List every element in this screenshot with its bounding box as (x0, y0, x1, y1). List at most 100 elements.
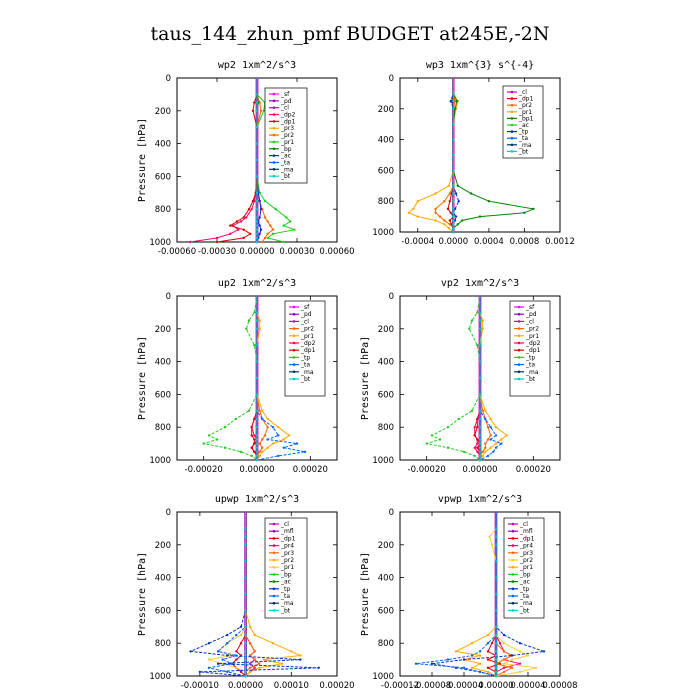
y-axis-label: Pressure [hPa] (137, 336, 148, 420)
legend-marker (511, 529, 515, 533)
data-point-bt (494, 560, 498, 563)
data-point-bt (452, 184, 455, 187)
data-point-tp (453, 207, 457, 211)
series-line-dp1 (216, 78, 258, 243)
x-tick-label: 0.00000 (239, 247, 274, 257)
data-point-dp2 (253, 434, 256, 437)
legend-label: _ta (280, 593, 290, 600)
data-point-ta (478, 650, 482, 653)
data-point-ta (235, 654, 238, 657)
data-point-ta (277, 434, 280, 437)
y-axis-label: Pressure [hPa] (137, 552, 148, 636)
data-point-bt (244, 666, 247, 669)
legend-label: _cl (518, 89, 527, 96)
data-point-pr1 (447, 227, 451, 230)
legend-label: _pr2 (518, 102, 532, 109)
data-point-dp1 (235, 650, 238, 653)
data-point-tp (462, 658, 466, 661)
data-point-dp1 (448, 219, 451, 222)
legend-marker (272, 174, 276, 178)
data-point-pr2 (248, 670, 252, 674)
data-point-tp (207, 434, 211, 437)
legend-marker (511, 587, 515, 591)
data-point-bt (494, 666, 498, 669)
data-point-ta (261, 417, 264, 421)
data-point-pr4 (502, 666, 506, 669)
data-point-pr2 (502, 642, 506, 645)
data-point-bt (255, 101, 259, 104)
x-tick-label: 0.0000 (438, 237, 468, 247)
data-point-ta (494, 434, 498, 437)
data-point-pr2 (490, 543, 494, 546)
data-point-ta (230, 662, 234, 665)
data-point-bp1 (453, 107, 457, 111)
x-tick-label: 0.0012 (545, 237, 575, 247)
data-point-bt (255, 216, 259, 219)
data-point-dp1 (253, 438, 256, 441)
x-tick-label: 0.00020 (516, 465, 551, 475)
legend-label: _bt (280, 173, 291, 180)
data-point-pr1 (454, 650, 458, 653)
data-point-pr4 (518, 662, 522, 665)
x-tick-label: -0.00008 (413, 681, 451, 691)
data-point-pr3 (253, 650, 256, 653)
y-tick-label: 1000 (372, 456, 394, 466)
legend-marker (292, 312, 296, 316)
data-point-ac (258, 199, 261, 203)
legend-marker (292, 334, 296, 338)
data-point-pr1 (263, 199, 267, 203)
data-point-ta (216, 650, 220, 653)
data-point-pr1 (258, 319, 261, 322)
data-point-dp1 (476, 417, 479, 421)
data-point-tp (245, 327, 248, 330)
legend-label: _ma (518, 142, 532, 149)
data-point-bt (255, 191, 259, 194)
data-point-tp (299, 658, 302, 661)
data-point-pr3 (502, 670, 506, 674)
y-tick-label: 0 (389, 74, 394, 84)
data-point-tp (198, 670, 202, 674)
x-tick-label: 0.00010 (274, 681, 309, 691)
data-point-bt (255, 446, 259, 449)
legend-marker (510, 103, 514, 107)
legend-label: _tp (525, 354, 535, 361)
data-point-pr1 (500, 438, 503, 441)
series-line-ta (256, 296, 306, 461)
data-point-bt (255, 220, 259, 223)
legend-marker (292, 320, 296, 323)
legend-label: _ma (300, 369, 314, 376)
legend-marker (292, 370, 296, 374)
plot-frame (399, 511, 561, 677)
legend-marker (510, 110, 514, 114)
x-tick-label: 0.0008 (510, 237, 540, 247)
data-point-bt (255, 376, 259, 380)
data-point-ta (266, 438, 269, 441)
series-line-pr1 (407, 78, 459, 233)
data-point-dp1 (251, 109, 255, 113)
data-point-tp (430, 662, 434, 665)
data-point-pr1 (481, 454, 484, 458)
data-point-pr2 (280, 662, 284, 665)
data-point-bt (244, 670, 247, 674)
data-point-dp2 (229, 232, 232, 235)
data-point-tp (215, 438, 219, 441)
data-point-bt (244, 658, 247, 661)
y-axis-label: Pressure [hPa] (137, 118, 148, 202)
y-tick-label: 200 (378, 105, 394, 115)
legend-marker (272, 551, 276, 555)
data-point-bt (494, 670, 498, 674)
data-point-bt (255, 228, 259, 231)
data-point-pr1 (282, 224, 285, 227)
data-point-pr2 (448, 192, 451, 195)
data-point-bt (244, 560, 247, 563)
data-point-tp (476, 344, 479, 347)
y-tick-label: 1000 (149, 238, 171, 248)
data-point-tp (202, 442, 205, 445)
data-point-bp1 (523, 211, 526, 214)
series-line-tp (188, 512, 319, 677)
data-point-tp (470, 319, 474, 322)
y-tick-label: 0 (389, 292, 394, 302)
data-point-bt (494, 543, 498, 546)
legend-label: _pr1 (525, 333, 539, 340)
